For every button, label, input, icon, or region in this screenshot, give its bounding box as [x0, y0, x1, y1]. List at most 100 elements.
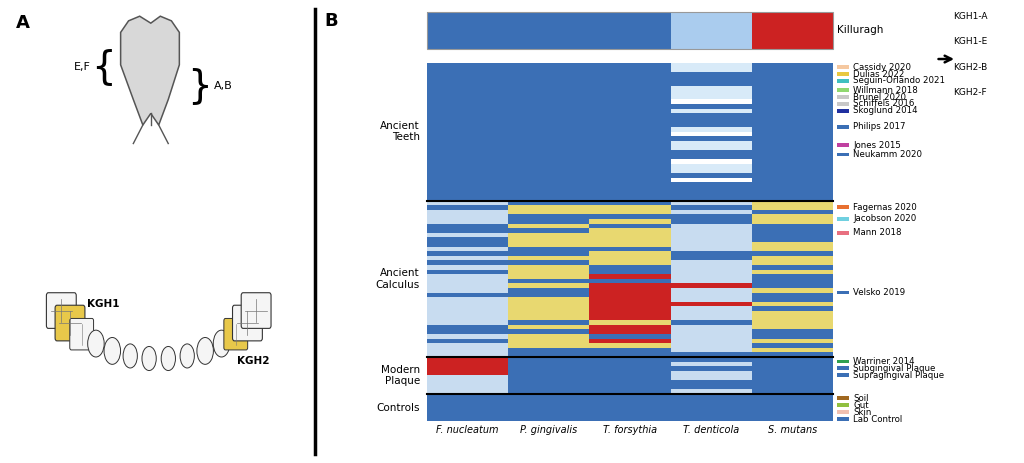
Bar — [752, 320, 834, 325]
Bar — [590, 238, 671, 242]
Bar — [590, 131, 671, 136]
Bar — [671, 233, 752, 238]
Bar — [427, 173, 508, 177]
Text: KGH2-F: KGH2-F — [953, 88, 987, 97]
Bar — [671, 389, 752, 394]
Bar — [590, 348, 671, 352]
Text: A,B: A,B — [214, 81, 233, 91]
Bar — [590, 205, 671, 210]
Bar — [671, 122, 752, 127]
FancyBboxPatch shape — [46, 293, 76, 328]
Bar — [752, 246, 834, 251]
Bar — [508, 380, 590, 385]
Bar — [752, 311, 834, 315]
Bar — [427, 145, 508, 150]
Bar — [752, 99, 834, 104]
Bar — [837, 410, 850, 414]
Bar — [508, 72, 590, 76]
Bar — [508, 412, 590, 417]
Bar — [671, 108, 752, 113]
Bar — [508, 99, 590, 104]
Bar — [590, 224, 671, 228]
Bar — [427, 362, 508, 366]
Bar — [508, 407, 590, 412]
Bar — [508, 90, 590, 95]
Bar — [590, 398, 671, 403]
Bar — [427, 191, 508, 196]
Text: Brunel 2020: Brunel 2020 — [853, 93, 906, 101]
Bar — [508, 246, 590, 251]
Bar — [508, 177, 590, 182]
Bar — [590, 311, 671, 315]
Bar — [508, 307, 590, 311]
Bar — [671, 256, 752, 260]
Bar — [508, 81, 590, 86]
Bar — [590, 256, 671, 260]
Bar — [752, 205, 834, 210]
Bar — [427, 141, 508, 145]
Text: P. gingivalis: P. gingivalis — [520, 425, 578, 435]
Bar — [508, 108, 590, 113]
Ellipse shape — [123, 344, 137, 368]
Bar — [427, 113, 508, 118]
Bar — [671, 246, 752, 251]
Bar — [752, 86, 834, 90]
Bar — [427, 274, 508, 279]
Bar — [837, 417, 850, 421]
Bar — [590, 81, 671, 86]
Bar — [427, 200, 508, 205]
Bar — [590, 274, 671, 279]
Bar — [590, 307, 671, 311]
Bar — [671, 177, 752, 182]
Bar — [752, 256, 834, 260]
Bar — [427, 136, 508, 141]
Text: E,F: E,F — [74, 62, 90, 72]
Bar — [752, 329, 834, 334]
Text: KGH1: KGH1 — [87, 299, 120, 309]
Bar — [427, 99, 508, 104]
Bar — [671, 219, 752, 224]
Bar — [427, 72, 508, 76]
Text: Skin: Skin — [853, 407, 871, 417]
Bar — [427, 196, 508, 200]
Bar — [427, 407, 508, 412]
Bar — [671, 334, 752, 338]
Bar — [837, 291, 850, 294]
Bar — [671, 329, 752, 334]
Bar — [837, 72, 850, 76]
Bar — [671, 63, 752, 67]
Bar — [508, 104, 590, 108]
Bar — [752, 302, 834, 307]
Text: Warriner 2014: Warriner 2014 — [853, 357, 914, 366]
Bar — [427, 86, 508, 90]
Bar — [671, 127, 752, 131]
Bar — [508, 205, 590, 210]
Bar — [427, 67, 508, 72]
Bar — [752, 269, 834, 274]
Bar — [590, 302, 671, 307]
Bar — [508, 394, 590, 398]
Bar — [590, 196, 671, 200]
Bar — [671, 311, 752, 315]
Text: Jacobson 2020: Jacobson 2020 — [853, 214, 916, 224]
Bar — [752, 343, 834, 348]
Bar — [671, 343, 752, 348]
Bar — [671, 398, 752, 403]
Bar — [752, 260, 834, 265]
Bar — [590, 187, 671, 191]
Bar — [590, 288, 671, 293]
Bar — [508, 242, 590, 246]
Bar — [752, 265, 834, 269]
Bar — [590, 12, 671, 30]
Bar — [427, 320, 508, 325]
Bar — [671, 150, 752, 155]
Bar — [752, 12, 834, 30]
Bar — [508, 214, 590, 219]
Bar — [508, 357, 590, 362]
Text: Jones 2015: Jones 2015 — [853, 141, 901, 150]
Bar — [752, 191, 834, 196]
Bar — [427, 389, 508, 394]
Bar — [752, 293, 834, 297]
Bar — [508, 113, 590, 118]
Bar — [752, 141, 834, 145]
